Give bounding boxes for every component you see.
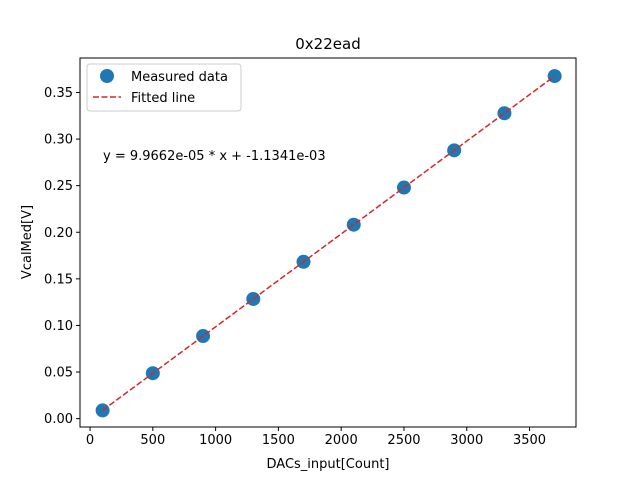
axes-frame bbox=[79, 57, 577, 428]
legend-label-measured: Measured data bbox=[131, 70, 228, 85]
x-axis-title: DACs_input[Count] bbox=[267, 457, 390, 472]
data-point bbox=[497, 106, 512, 121]
x-tick-label: 3500 bbox=[513, 433, 546, 448]
fit-line-layer bbox=[102, 75, 556, 411]
x-tick-label: 500 bbox=[140, 433, 165, 448]
legend-label-fitted: Fitted line bbox=[131, 91, 195, 106]
x-tick-label: 2500 bbox=[387, 433, 420, 448]
plot-area bbox=[79, 57, 577, 428]
fitted-line bbox=[102, 75, 556, 411]
y-tick-label: 0.20 bbox=[44, 226, 73, 241]
data-point bbox=[95, 403, 110, 418]
y-tick-label: 0.35 bbox=[44, 86, 73, 101]
y-tick-label: 0.10 bbox=[44, 319, 73, 334]
x-tick-label: 1000 bbox=[199, 433, 232, 448]
data-point bbox=[346, 217, 361, 232]
fit-equation: y = 9.9662e-05 * x + -1.1341e-03 bbox=[103, 149, 326, 164]
x-axis: 0 500 1000 1500 2000 2500 3000 3500 bbox=[86, 427, 546, 448]
x-tick-label: 3000 bbox=[450, 433, 483, 448]
y-axis-title: VcalMed[V] bbox=[20, 205, 35, 279]
y-tick-label: 0.00 bbox=[44, 412, 73, 427]
legend: Measured data Fitted line bbox=[86, 63, 242, 112]
chart-title: 0x22ead bbox=[295, 35, 360, 53]
y-tick-label: 0.05 bbox=[44, 366, 73, 381]
x-tick-label: 1500 bbox=[262, 433, 295, 448]
y-tick-label: 0.15 bbox=[44, 272, 73, 287]
y-axis: 0.00 0.05 0.10 0.15 0.20 0.25 0.30 0.35 bbox=[44, 86, 80, 427]
y-tick-label: 0.30 bbox=[44, 133, 73, 148]
x-tick-label: 0 bbox=[86, 433, 94, 448]
y-tick-label: 0.25 bbox=[44, 179, 73, 194]
legend-box bbox=[86, 63, 242, 112]
x-tick-label: 2000 bbox=[325, 433, 358, 448]
legend-marker-measured bbox=[100, 69, 114, 83]
